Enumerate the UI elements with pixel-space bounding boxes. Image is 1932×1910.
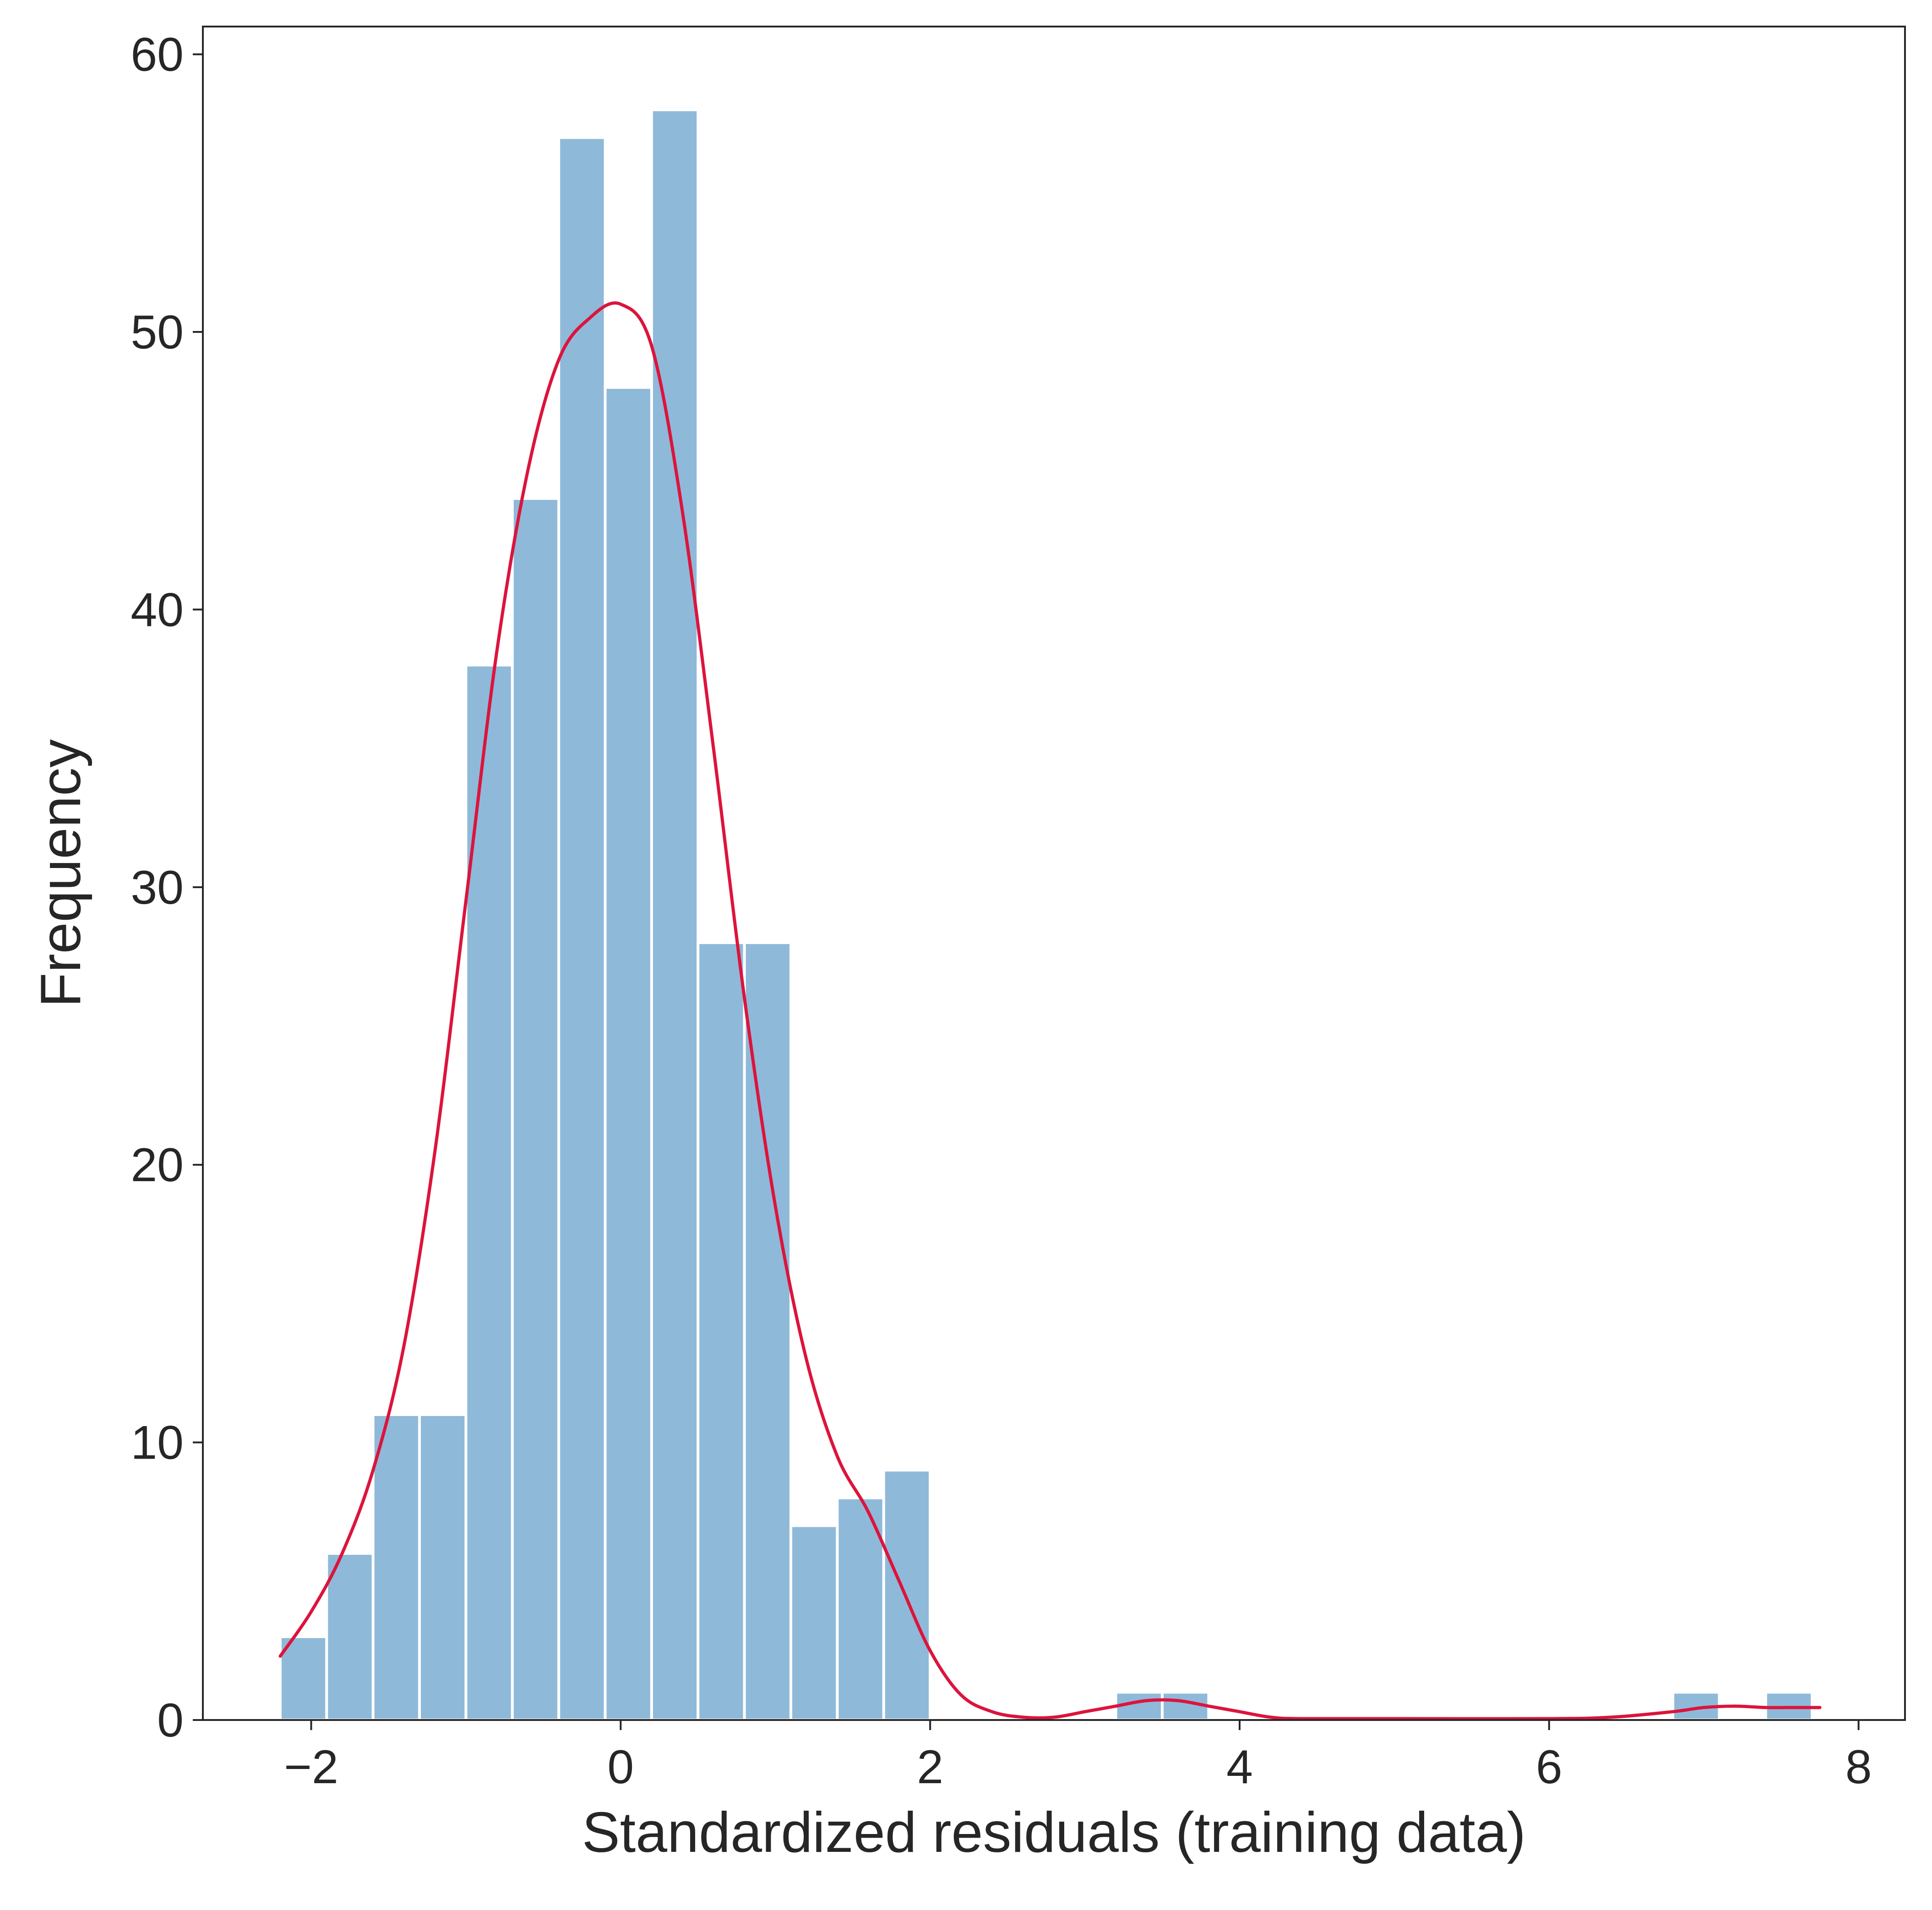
histogram-bar (557, 136, 607, 1721)
x-tick-label: 2 (917, 1741, 943, 1794)
x-tick-label: 6 (1536, 1741, 1562, 1794)
histogram-bar (604, 386, 653, 1721)
histogram-bar (697, 941, 746, 1721)
histogram-bar (882, 1469, 932, 1721)
y-tick-label: 60 (131, 28, 184, 81)
histogram-bar (418, 1413, 468, 1722)
x-axis-label: Standardized residuals (training data) (582, 1801, 1526, 1864)
x-tick-label: 0 (607, 1741, 634, 1794)
x-tick-label: 4 (1226, 1741, 1253, 1794)
y-axis-label: Frequency (29, 739, 93, 1008)
histogram-bar (325, 1552, 375, 1721)
y-tick-label: 30 (131, 861, 184, 914)
y-axis-ticks: 0 10 20 30 40 50 60 (131, 28, 203, 1747)
y-tick-label: 20 (131, 1139, 184, 1192)
y-tick-label: 40 (131, 583, 184, 636)
histogram-bar (743, 941, 793, 1721)
plot-frame (202, 26, 1906, 1721)
histogram-bar (511, 497, 561, 1721)
histogram-bar (464, 663, 514, 1722)
kde-curve (278, 301, 1822, 1720)
histogram-bar (650, 108, 700, 1722)
histogram-bar (789, 1524, 839, 1722)
x-tick-label: −2 (284, 1741, 338, 1794)
y-tick-label: 10 (131, 1416, 184, 1470)
x-tick-label: 8 (1845, 1741, 1872, 1794)
histogram-bar (371, 1413, 421, 1722)
x-axis-ticks: −2 0 2 4 6 8 (284, 1720, 1872, 1794)
y-tick-label: 50 (131, 306, 184, 359)
y-tick-label: 0 (157, 1694, 184, 1747)
